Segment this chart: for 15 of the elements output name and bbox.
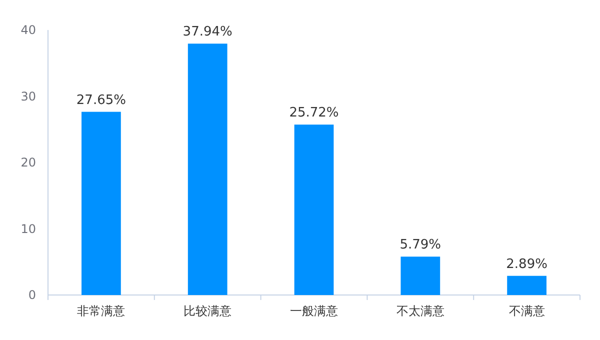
x-tick-label: 一般满意 <box>290 304 338 318</box>
data-label: 2.89% <box>506 256 548 272</box>
y-tick-label: 30 <box>20 89 36 104</box>
data-label: 37.94% <box>182 24 232 40</box>
data-label: 25.72% <box>289 106 339 121</box>
y-tick-label: 0 <box>28 288 36 302</box>
y-tick-label: 10 <box>20 222 36 236</box>
x-tick-label: 不太满意 <box>396 304 444 318</box>
x-tick-label: 非常满意 <box>77 304 126 318</box>
x-tick-label: 比较满意 <box>184 304 232 318</box>
data-label: 5.79% <box>400 238 442 253</box>
y-tick-label: 40 <box>20 23 36 37</box>
y-tick-label: 20 <box>20 156 36 170</box>
data-label: 27.65% <box>76 92 126 108</box>
x-tick-label: 不满意 <box>508 304 545 318</box>
